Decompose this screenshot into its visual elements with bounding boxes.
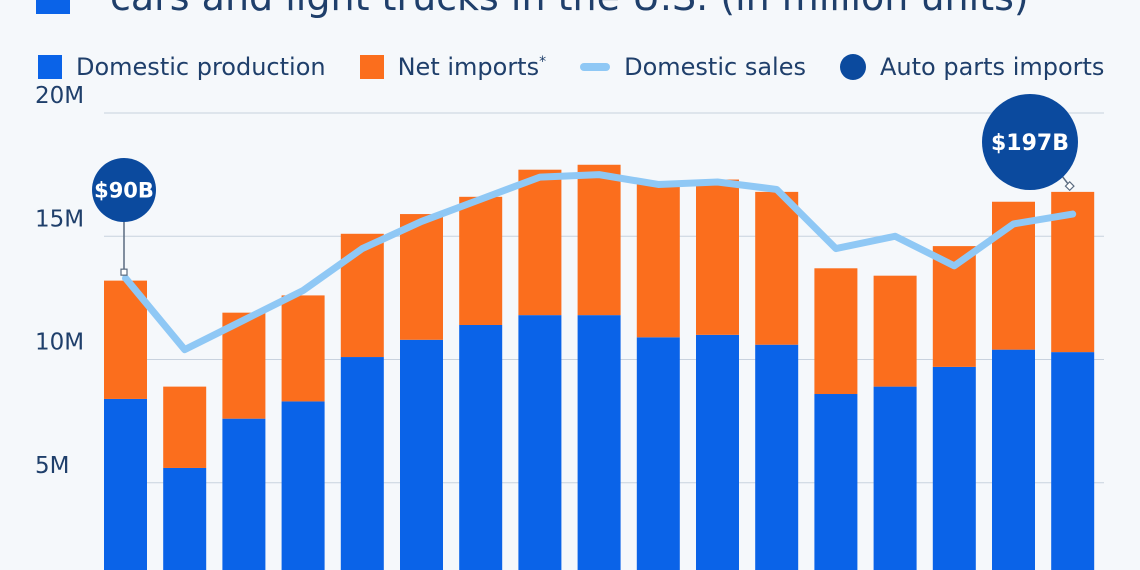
y-tick-label: 10M <box>35 330 84 356</box>
bar-net-imports <box>696 179 739 335</box>
bar-domestic-production <box>1051 352 1095 570</box>
legend-item-domestic-production[interactable]: Domestic production <box>38 53 326 81</box>
annotation-bubble <box>982 94 1078 190</box>
legend: Domestic production Net imports* Domesti… <box>38 50 1104 84</box>
chart-title: cars and light trucks in the U.S. (in mi… <box>110 0 1029 19</box>
bar-net-imports <box>636 182 680 338</box>
bar-net-imports <box>400 214 443 340</box>
bar-domestic-production <box>873 386 917 570</box>
annotation-bubble <box>92 158 156 222</box>
bar-net-imports <box>163 386 207 468</box>
annotation-marker <box>1064 180 1075 192</box>
bar-domestic-production <box>577 315 621 570</box>
title-row: cars and light trucks in the U.S. (in mi… <box>0 0 1029 22</box>
bar-net-imports <box>873 275 917 387</box>
legend-label-net-imports: Net imports* <box>398 53 547 81</box>
bar-domestic-production <box>755 344 799 570</box>
legend-label-domestic-sales: Domestic sales <box>624 53 806 81</box>
legend-label-domestic-production: Domestic production <box>76 53 326 81</box>
bar-domestic-production <box>696 334 739 570</box>
legend-label-net-imports-text: Net imports <box>397 53 540 81</box>
bar-domestic-production <box>400 339 443 570</box>
bar-domestic-production <box>340 357 384 570</box>
legend-item-net-imports[interactable]: Net imports* <box>359 53 547 81</box>
legend-swatch-domestic-production <box>38 55 62 79</box>
annotation-label: $197B <box>991 131 1069 156</box>
annotation-label: $90B <box>94 179 154 203</box>
bar-domestic-production <box>281 401 325 570</box>
y-tick-label: 5M <box>35 453 69 479</box>
bar-domestic-production <box>932 366 976 570</box>
y-tick-label: 15M <box>35 206 84 232</box>
bar-domestic-production <box>992 349 1035 570</box>
legend-swatch-net-imports <box>359 55 384 79</box>
legend-label-auto-parts-imports: Auto parts imports <box>879 53 1105 81</box>
bar-net-imports <box>281 295 325 402</box>
bar-net-imports <box>459 196 503 325</box>
bar-net-imports <box>518 169 562 316</box>
bar-domestic-production <box>636 337 680 570</box>
bar-net-imports <box>755 191 799 345</box>
legend-swatch-domestic-sales <box>580 63 611 71</box>
bar-domestic-production <box>518 315 562 570</box>
annotation-marker <box>120 268 128 276</box>
legend-swatch-auto-parts-imports <box>839 54 866 80</box>
title-marker <box>36 0 70 14</box>
bar-net-imports <box>577 164 621 316</box>
y-tick-label: 20M <box>35 83 84 109</box>
legend-item-auto-parts-imports[interactable]: Auto parts imports <box>839 53 1105 81</box>
line-domestic-sales <box>122 171 1077 354</box>
bar-domestic-production <box>163 467 207 570</box>
footnote-mark: * <box>539 54 547 70</box>
bar-net-imports <box>340 233 384 358</box>
bar-domestic-production <box>104 398 147 570</box>
legend-item-domestic-sales[interactable]: Domestic sales <box>580 53 806 81</box>
bar-domestic-production <box>222 418 266 570</box>
bar-domestic-production <box>814 394 858 570</box>
bar-net-imports <box>814 268 858 395</box>
bar-domestic-production <box>459 324 503 570</box>
